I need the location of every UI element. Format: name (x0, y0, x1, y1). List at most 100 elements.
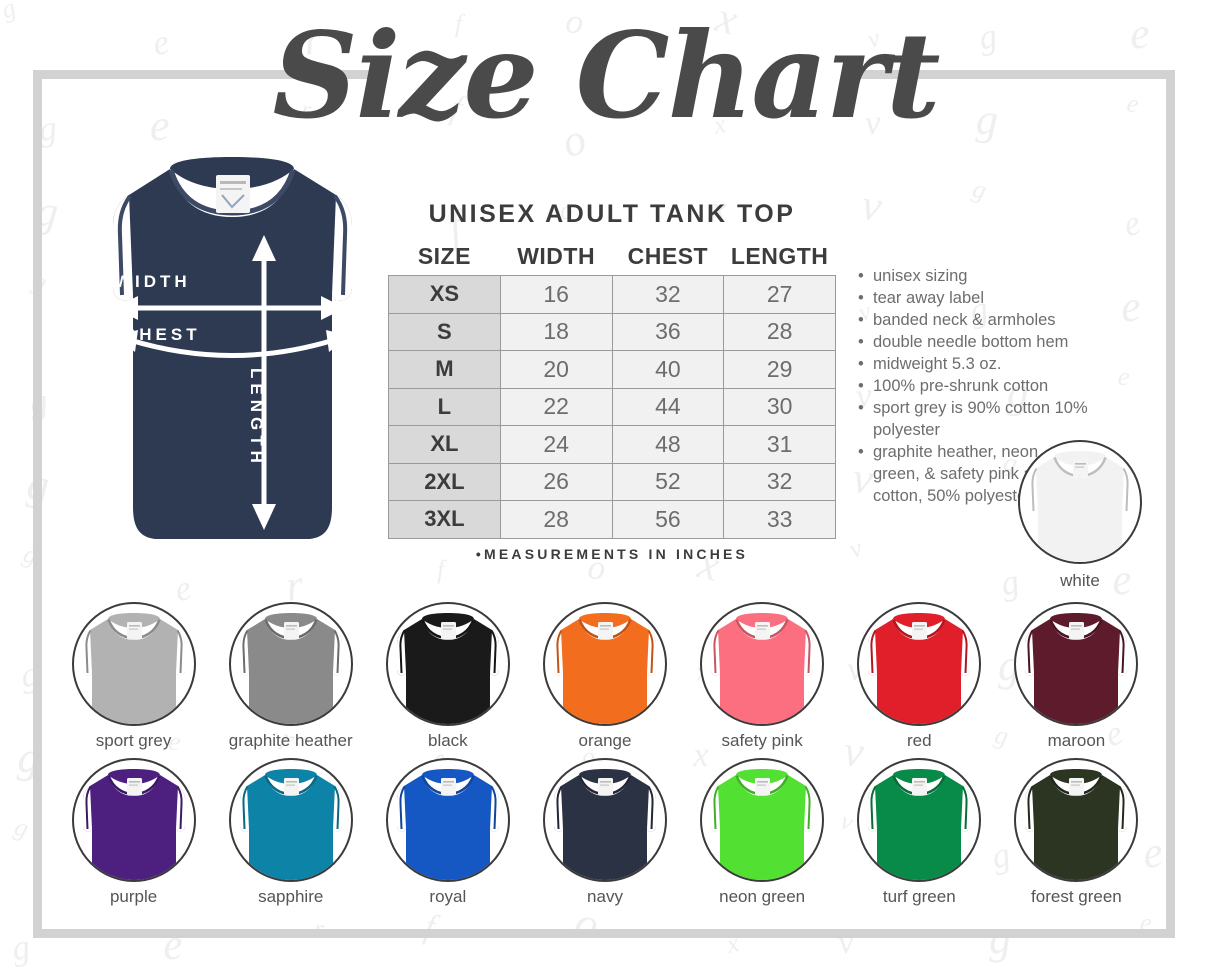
watermark-letter: e (1118, 202, 1146, 245)
cell-width: 18 (499, 312, 613, 351)
swatch-sport-grey[interactable]: sport grey (55, 602, 212, 751)
watermark-letter: v (835, 921, 857, 962)
frame-left-bar (33, 70, 42, 938)
feature-item: unisex sizing (858, 265, 1088, 287)
frame-bottom-bar (33, 929, 1175, 938)
header-size: SIZE (417, 243, 471, 269)
swatch-label: forest green (1031, 887, 1122, 906)
table-row: 2XL 26 52 32 (388, 462, 836, 501)
swatch-label: red (906, 731, 932, 750)
swatch-circle (1014, 602, 1139, 726)
cell-size: 2XL (388, 462, 501, 501)
size-table-block: UNISEX ADULT TANK TOP SIZE WIDTH CHEST L… (388, 200, 836, 562)
swatch-royal[interactable]: royal (369, 758, 526, 907)
watermark-letter: g (18, 653, 42, 696)
watermark-letter: v (845, 532, 866, 565)
cell-width: 28 (499, 500, 613, 539)
watermark-letter: g (969, 173, 990, 206)
color-swatch-grid: sport grey graphite heather black orange (55, 602, 1155, 907)
header-chest: CHEST (627, 243, 709, 269)
watermark-letter: r (313, 913, 326, 944)
width-measurement-label: WIDTH (115, 272, 191, 291)
swatch-circle (542, 602, 667, 726)
cell-chest: 56 (611, 500, 725, 539)
watermark-letter: v (858, 179, 885, 232)
cell-chest: 48 (611, 425, 725, 464)
watermark-letter: g (11, 811, 33, 844)
swatch-maroon[interactable]: maroon (998, 602, 1155, 751)
feature-item: midweight 5.3 oz. (858, 353, 1088, 375)
swatch-white[interactable]: white (1018, 440, 1142, 591)
swatch-sapphire[interactable]: sapphire (212, 758, 369, 907)
cell-width: 16 (499, 275, 613, 314)
swatch-orange[interactable]: orange (526, 602, 683, 751)
cell-chest: 52 (611, 462, 725, 501)
watermark-letter: g (24, 459, 52, 510)
swatch-label-white: white (1060, 571, 1100, 590)
table-row: XL 24 48 31 (388, 425, 836, 464)
features-list: unisex sizingtear away labelbanded neck … (858, 265, 1088, 507)
cell-length: 32 (723, 462, 836, 501)
swatch-label: navy (587, 887, 623, 906)
cell-length: 30 (723, 387, 836, 426)
swatch-circle (857, 758, 982, 882)
swatch-label: sapphire (258, 887, 324, 906)
swatch-forest-green[interactable]: forest green (998, 758, 1155, 907)
size-table-heading: UNISEX ADULT TANK TOP (428, 200, 796, 228)
swatch-circle (228, 602, 353, 726)
cell-chest: 36 (611, 312, 725, 351)
swatch-circle (700, 758, 825, 882)
swatch-graphite-heather[interactable]: graphite heather (212, 602, 369, 751)
swatch-safety-pink[interactable]: safety pink (684, 602, 841, 751)
swatch-circle (228, 758, 353, 882)
cell-length: 29 (723, 350, 836, 389)
swatch-neon-green[interactable]: neon green (684, 758, 841, 907)
cell-width: 26 (499, 462, 613, 501)
watermark-letter: e (1138, 907, 1154, 938)
table-row: S 18 36 28 (388, 312, 836, 351)
cell-width: 22 (499, 387, 613, 426)
swatch-label: safety pink (721, 731, 803, 750)
table-row: M 20 40 29 (388, 350, 836, 389)
swatch-label: turf green (882, 887, 956, 906)
swatch-black[interactable]: black (369, 602, 526, 751)
swatch-circle (385, 602, 510, 726)
swatch-circle (385, 758, 510, 882)
watermark-letter: g (988, 913, 1012, 964)
cell-size: 3XL (388, 500, 501, 539)
swatch-turf-green[interactable]: turf green (841, 758, 998, 907)
feature-item: 100% pre-shrunk cotton (858, 375, 1088, 397)
feature-item: tear away label (858, 287, 1088, 309)
swatch-circle (71, 602, 196, 726)
watermark-letter: x (723, 928, 742, 960)
watermark-letter: g (28, 265, 51, 298)
frame-right-bar (1166, 70, 1175, 938)
feature-item: double needle bottom hem (858, 331, 1088, 353)
watermark-letter: g (33, 185, 61, 238)
feature-item: sport grey is 90% cotton 10% polyester (858, 397, 1088, 441)
watermark-letter: g (27, 380, 51, 423)
watermark-letter: e (1116, 361, 1132, 392)
hero-tank-illustration (100, 155, 365, 555)
cell-size: L (388, 387, 501, 426)
cell-chest: 44 (611, 387, 725, 426)
swatch-circle-white (1018, 440, 1142, 564)
swatch-red[interactable]: red (841, 602, 998, 751)
cell-length: 31 (723, 425, 836, 464)
watermark-letter: e (1118, 281, 1143, 332)
swatch-navy[interactable]: navy (526, 758, 683, 907)
feature-item: banded neck & armholes (858, 309, 1088, 331)
table-header-row: SIZE WIDTH CHEST LENGTH (389, 243, 836, 276)
cell-size: XS (388, 275, 501, 314)
swatch-label: royal (429, 887, 467, 906)
swatch-label: graphite heather (228, 731, 353, 750)
cell-chest: 40 (611, 350, 725, 389)
swatch-label: neon green (719, 887, 806, 906)
table-row: L 22 44 30 (388, 387, 836, 426)
swatch-purple[interactable]: purple (55, 758, 212, 907)
size-table: SIZE WIDTH CHEST LENGTH XS 16 32 27 S 18 36 28 M… (388, 243, 836, 539)
cell-length: 33 (723, 500, 836, 539)
watermark-letter: g (8, 926, 33, 969)
swatch-circle (857, 602, 982, 726)
watermark-letter: e (161, 919, 184, 969)
